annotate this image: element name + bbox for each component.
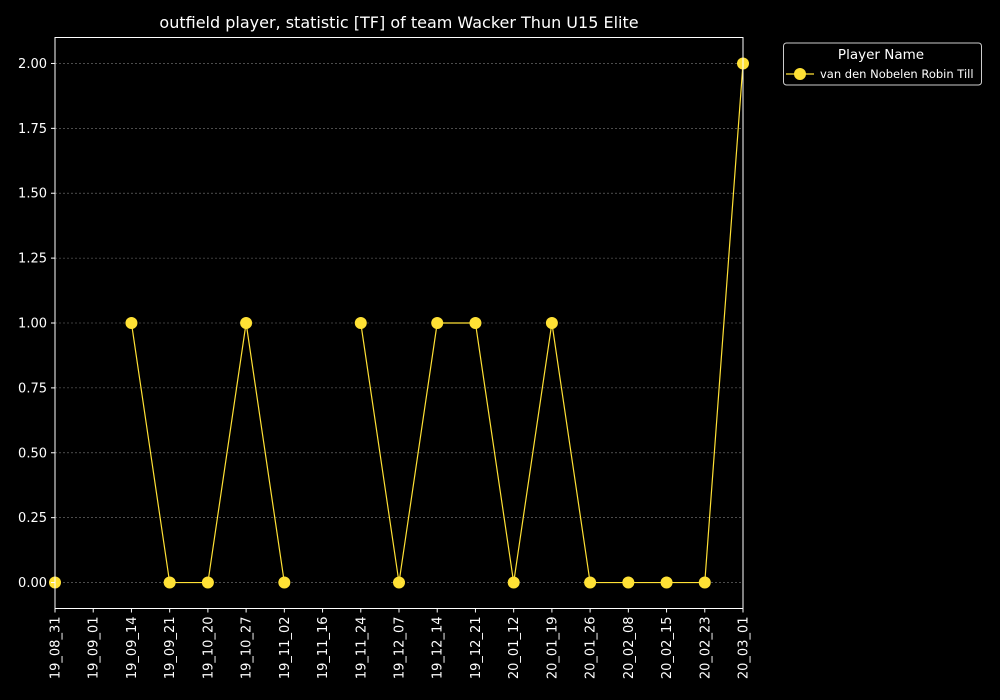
- x-tick-label: 20_03_01: [737, 617, 752, 680]
- x-tick-label: 20_02_08: [622, 617, 637, 680]
- data-point: [393, 576, 405, 589]
- x-tick-label: 19_09_21: [163, 617, 178, 680]
- axes: 0.00 0.25 0.50 0.75 1.00 1.25 1.50 1.75 2.00 19_0…: [18, 57, 751, 679]
- y-tick-label: 0.25: [18, 511, 47, 526]
- x-tick-label: 20_01_26: [584, 617, 599, 680]
- data-point: [125, 317, 138, 329]
- x-tick-label: 20_01_12: [507, 617, 522, 680]
- legend-series-label: van den Nobelen Robin Till: [820, 67, 974, 81]
- y-tick-label: 1.75: [18, 122, 47, 137]
- data-point: [201, 576, 214, 589]
- data-point: [584, 576, 597, 589]
- legend-title: Player Name: [838, 47, 924, 63]
- data-point: [698, 576, 711, 589]
- x-tick-label: 19_11_24: [354, 617, 369, 680]
- y-tick-label: 0.50: [18, 446, 47, 461]
- x-tick-label: 19_12_21: [469, 617, 484, 680]
- chart-title: outfield player, statistic [TF] of team …: [159, 13, 638, 32]
- data-point: [431, 317, 444, 329]
- x-tick-label: 19_09_14: [125, 617, 140, 680]
- x-tick-label: 19_08_31: [49, 617, 64, 680]
- x-tick-label: 19_11_16: [316, 617, 331, 680]
- legend: Player Name van den Nobelen Robin Till: [783, 42, 982, 86]
- x-tick-label: 20_02_15: [660, 617, 675, 680]
- x-tick-label: 19_12_14: [431, 617, 446, 680]
- x-tick-label: 19_12_07: [393, 617, 408, 680]
- legend-series-marker: [794, 68, 806, 80]
- y-tick-label: 1.00: [18, 317, 47, 332]
- y-tick-label: 1.50: [18, 187, 47, 202]
- data-point: [278, 576, 291, 589]
- x-tick-label: 20_02_23: [698, 617, 713, 680]
- data-point: [660, 576, 673, 589]
- x-tick-label: 19_10_27: [240, 617, 255, 680]
- grid-lines: [55, 63, 743, 583]
- x-tick-label: 19_11_02: [278, 617, 293, 680]
- data-point: [507, 576, 520, 589]
- x-tick-label: 19_10_20: [201, 617, 216, 680]
- data-point: [240, 317, 253, 329]
- y-tick-label: 0.75: [18, 381, 47, 396]
- y-tick-label: 0.00: [18, 576, 47, 591]
- y-tick-label: 1.25: [18, 252, 47, 267]
- data-point: [469, 317, 482, 329]
- x-tick-label: 20_01_19: [545, 617, 560, 680]
- legend-box: [783, 42, 982, 86]
- data-point: [163, 576, 176, 589]
- data-point: [354, 317, 367, 329]
- x-tick-label: 19_09_01: [87, 617, 102, 680]
- data-point: [622, 576, 635, 589]
- y-tick-label: 2.00: [18, 57, 47, 72]
- data-point: [545, 317, 558, 329]
- series-layer: [49, 57, 749, 589]
